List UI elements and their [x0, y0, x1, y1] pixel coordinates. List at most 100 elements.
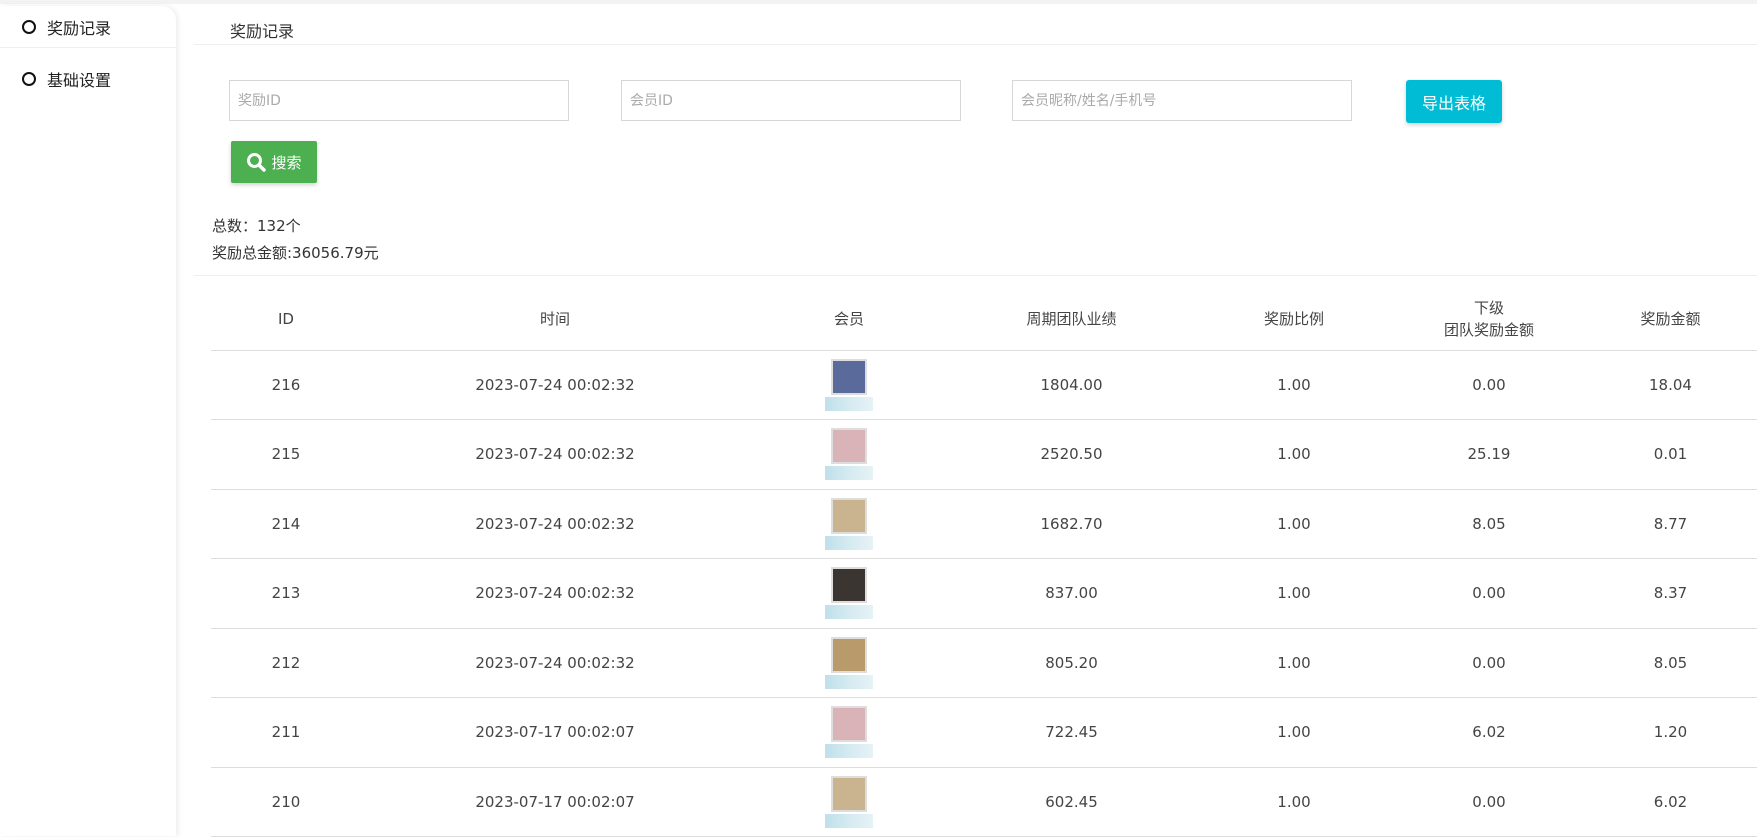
cell-amount: 18.04 — [1584, 350, 1757, 420]
export-button[interactable]: 导出表格 — [1406, 80, 1502, 123]
cell-performance: 837.00 — [949, 558, 1194, 629]
table-row: 216 2023-07-24 00:02:32 1804.00 1.00 0.0… — [211, 350, 1757, 420]
table-row: 212 2023-07-24 00:02:32 805.20 1.00 0.00… — [211, 628, 1757, 698]
member-info-input[interactable] — [1012, 80, 1352, 121]
cell-time: 2023-07-24 00:02:32 — [361, 350, 749, 420]
avatar[interactable] — [831, 636, 867, 673]
cell-ratio: 1.00 — [1194, 350, 1394, 420]
cell-amount: 8.05 — [1584, 628, 1757, 698]
cell-member[interactable] — [749, 419, 949, 490]
cell-sub-team-reward: 0.00 — [1394, 558, 1584, 629]
col-id: ID — [211, 289, 361, 351]
sidebar-item-reward-records[interactable]: 奖励记录 — [0, 6, 176, 48]
total-amount: 奖励总金额:36056.79元 — [212, 244, 379, 262]
divider — [194, 44, 1757, 45]
table-row: 215 2023-07-24 00:02:32 2520.50 1.00 25.… — [211, 419, 1757, 490]
cell-member[interactable] — [749, 767, 949, 837]
cell-id: 216 — [211, 350, 361, 420]
avatar[interactable] — [831, 567, 867, 604]
table-row: 214 2023-07-24 00:02:32 1682.70 1.00 8.0… — [211, 489, 1757, 559]
sidebar-item-basic-settings[interactable]: 基础设置 — [0, 58, 176, 100]
col-time: 时间 — [361, 289, 749, 351]
avatar[interactable] — [831, 775, 867, 812]
avatar[interactable] — [831, 706, 867, 743]
cell-sub-team-reward: 6.02 — [1394, 697, 1584, 768]
cell-sub-team-reward: 0.00 — [1394, 628, 1584, 698]
cell-time: 2023-07-17 00:02:07 — [361, 767, 749, 837]
cell-time: 2023-07-24 00:02:32 — [361, 489, 749, 559]
member-nickname-blurred — [825, 396, 873, 411]
cell-amount: 1.20 — [1584, 697, 1757, 768]
cell-id: 214 — [211, 489, 361, 559]
cell-sub-team-reward: 25.19 — [1394, 419, 1584, 490]
cell-id: 213 — [211, 558, 361, 629]
member-nickname-blurred — [825, 744, 873, 759]
page-title: 奖励记录 — [230, 22, 295, 41]
cell-sub-team-reward: 0.00 — [1394, 350, 1584, 420]
cell-amount: 8.77 — [1584, 489, 1757, 559]
header-line2: 团队奖励金额 — [1443, 321, 1534, 340]
cell-performance: 722.45 — [949, 697, 1194, 768]
table-row: 213 2023-07-24 00:02:32 837.00 1.00 0.00… — [211, 558, 1757, 629]
cell-performance: 805.20 — [949, 628, 1194, 698]
circle-icon — [22, 72, 36, 86]
cell-member[interactable] — [749, 489, 949, 559]
cell-amount: 8.37 — [1584, 558, 1757, 629]
col-amount: 奖励金额 — [1584, 289, 1757, 351]
cell-member[interactable] — [749, 558, 949, 629]
member-nickname-blurred — [825, 466, 873, 481]
col-sub-team-reward: 下级 团队奖励金额 — [1394, 289, 1584, 351]
cell-ratio: 1.00 — [1194, 558, 1394, 629]
col-ratio: 奖励比例 — [1194, 289, 1394, 351]
avatar[interactable] — [831, 428, 867, 465]
total-count: 总数：132个 — [212, 217, 301, 235]
cell-sub-team-reward: 0.00 — [1394, 767, 1584, 837]
cell-ratio: 1.00 — [1194, 697, 1394, 768]
avatar[interactable] — [831, 358, 867, 395]
sidebar-item-label: 奖励记录 — [47, 18, 112, 38]
member-nickname-blurred — [825, 813, 873, 828]
cell-time: 2023-07-24 00:02:32 — [361, 419, 749, 490]
search-label: 搜索 — [271, 153, 302, 172]
cell-amount: 6.02 — [1584, 767, 1757, 837]
cell-id: 212 — [211, 628, 361, 698]
cell-performance: 1804.00 — [949, 350, 1194, 420]
member-nickname-blurred — [825, 605, 873, 620]
cell-time: 2023-07-24 00:02:32 — [361, 558, 749, 629]
top-border — [0, 0, 1757, 4]
table-row: 211 2023-07-17 00:02:07 722.45 1.00 6.02… — [211, 697, 1757, 768]
header-line1: 下级 — [1473, 299, 1504, 318]
cell-ratio: 1.00 — [1194, 767, 1394, 837]
circle-icon — [22, 19, 36, 34]
search-button[interactable]: 搜索 — [231, 141, 317, 183]
cell-id: 210 — [211, 767, 361, 837]
member-nickname-blurred — [825, 674, 873, 689]
cell-ratio: 1.00 — [1194, 419, 1394, 490]
cell-member[interactable] — [749, 628, 949, 698]
cell-ratio: 1.00 — [1194, 489, 1394, 559]
cell-time: 2023-07-17 00:02:07 — [361, 697, 749, 768]
reward-table: ID 时间 会员 周期团队业绩 奖励比例 下级团队奖励金额 奖励金额 216 2… — [211, 289, 1757, 837]
col-member: 会员 — [749, 289, 949, 351]
cell-id: 211 — [211, 697, 361, 768]
table-header: ID 时间 会员 周期团队业绩 奖励比例 下级团队奖励金额 奖励金额 — [211, 289, 1757, 351]
cell-ratio: 1.00 — [1194, 628, 1394, 698]
sidebar-item-label: 基础设置 — [47, 71, 112, 90]
member-nickname-blurred — [825, 535, 873, 550]
cell-member[interactable] — [749, 350, 949, 420]
avatar[interactable] — [831, 497, 867, 534]
table-row: 210 2023-07-17 00:02:07 602.45 1.00 0.00… — [211, 767, 1757, 837]
stats: 总数：132个 奖励总金额:36056.79元 — [212, 213, 379, 267]
sidebar: 奖励记录 基础设置 — [0, 6, 176, 836]
cell-performance: 2520.50 — [949, 419, 1194, 490]
cell-id: 215 — [211, 419, 361, 490]
col-performance: 周期团队业绩 — [949, 289, 1194, 351]
cell-sub-team-reward: 8.05 — [1394, 489, 1584, 559]
divider — [194, 275, 1757, 276]
reward-id-input[interactable] — [229, 80, 569, 121]
cell-member[interactable] — [749, 697, 949, 768]
cell-time: 2023-07-24 00:02:32 — [361, 628, 749, 698]
member-id-input[interactable] — [621, 80, 961, 121]
cell-performance: 602.45 — [949, 767, 1194, 837]
cell-performance: 1682.70 — [949, 489, 1194, 559]
